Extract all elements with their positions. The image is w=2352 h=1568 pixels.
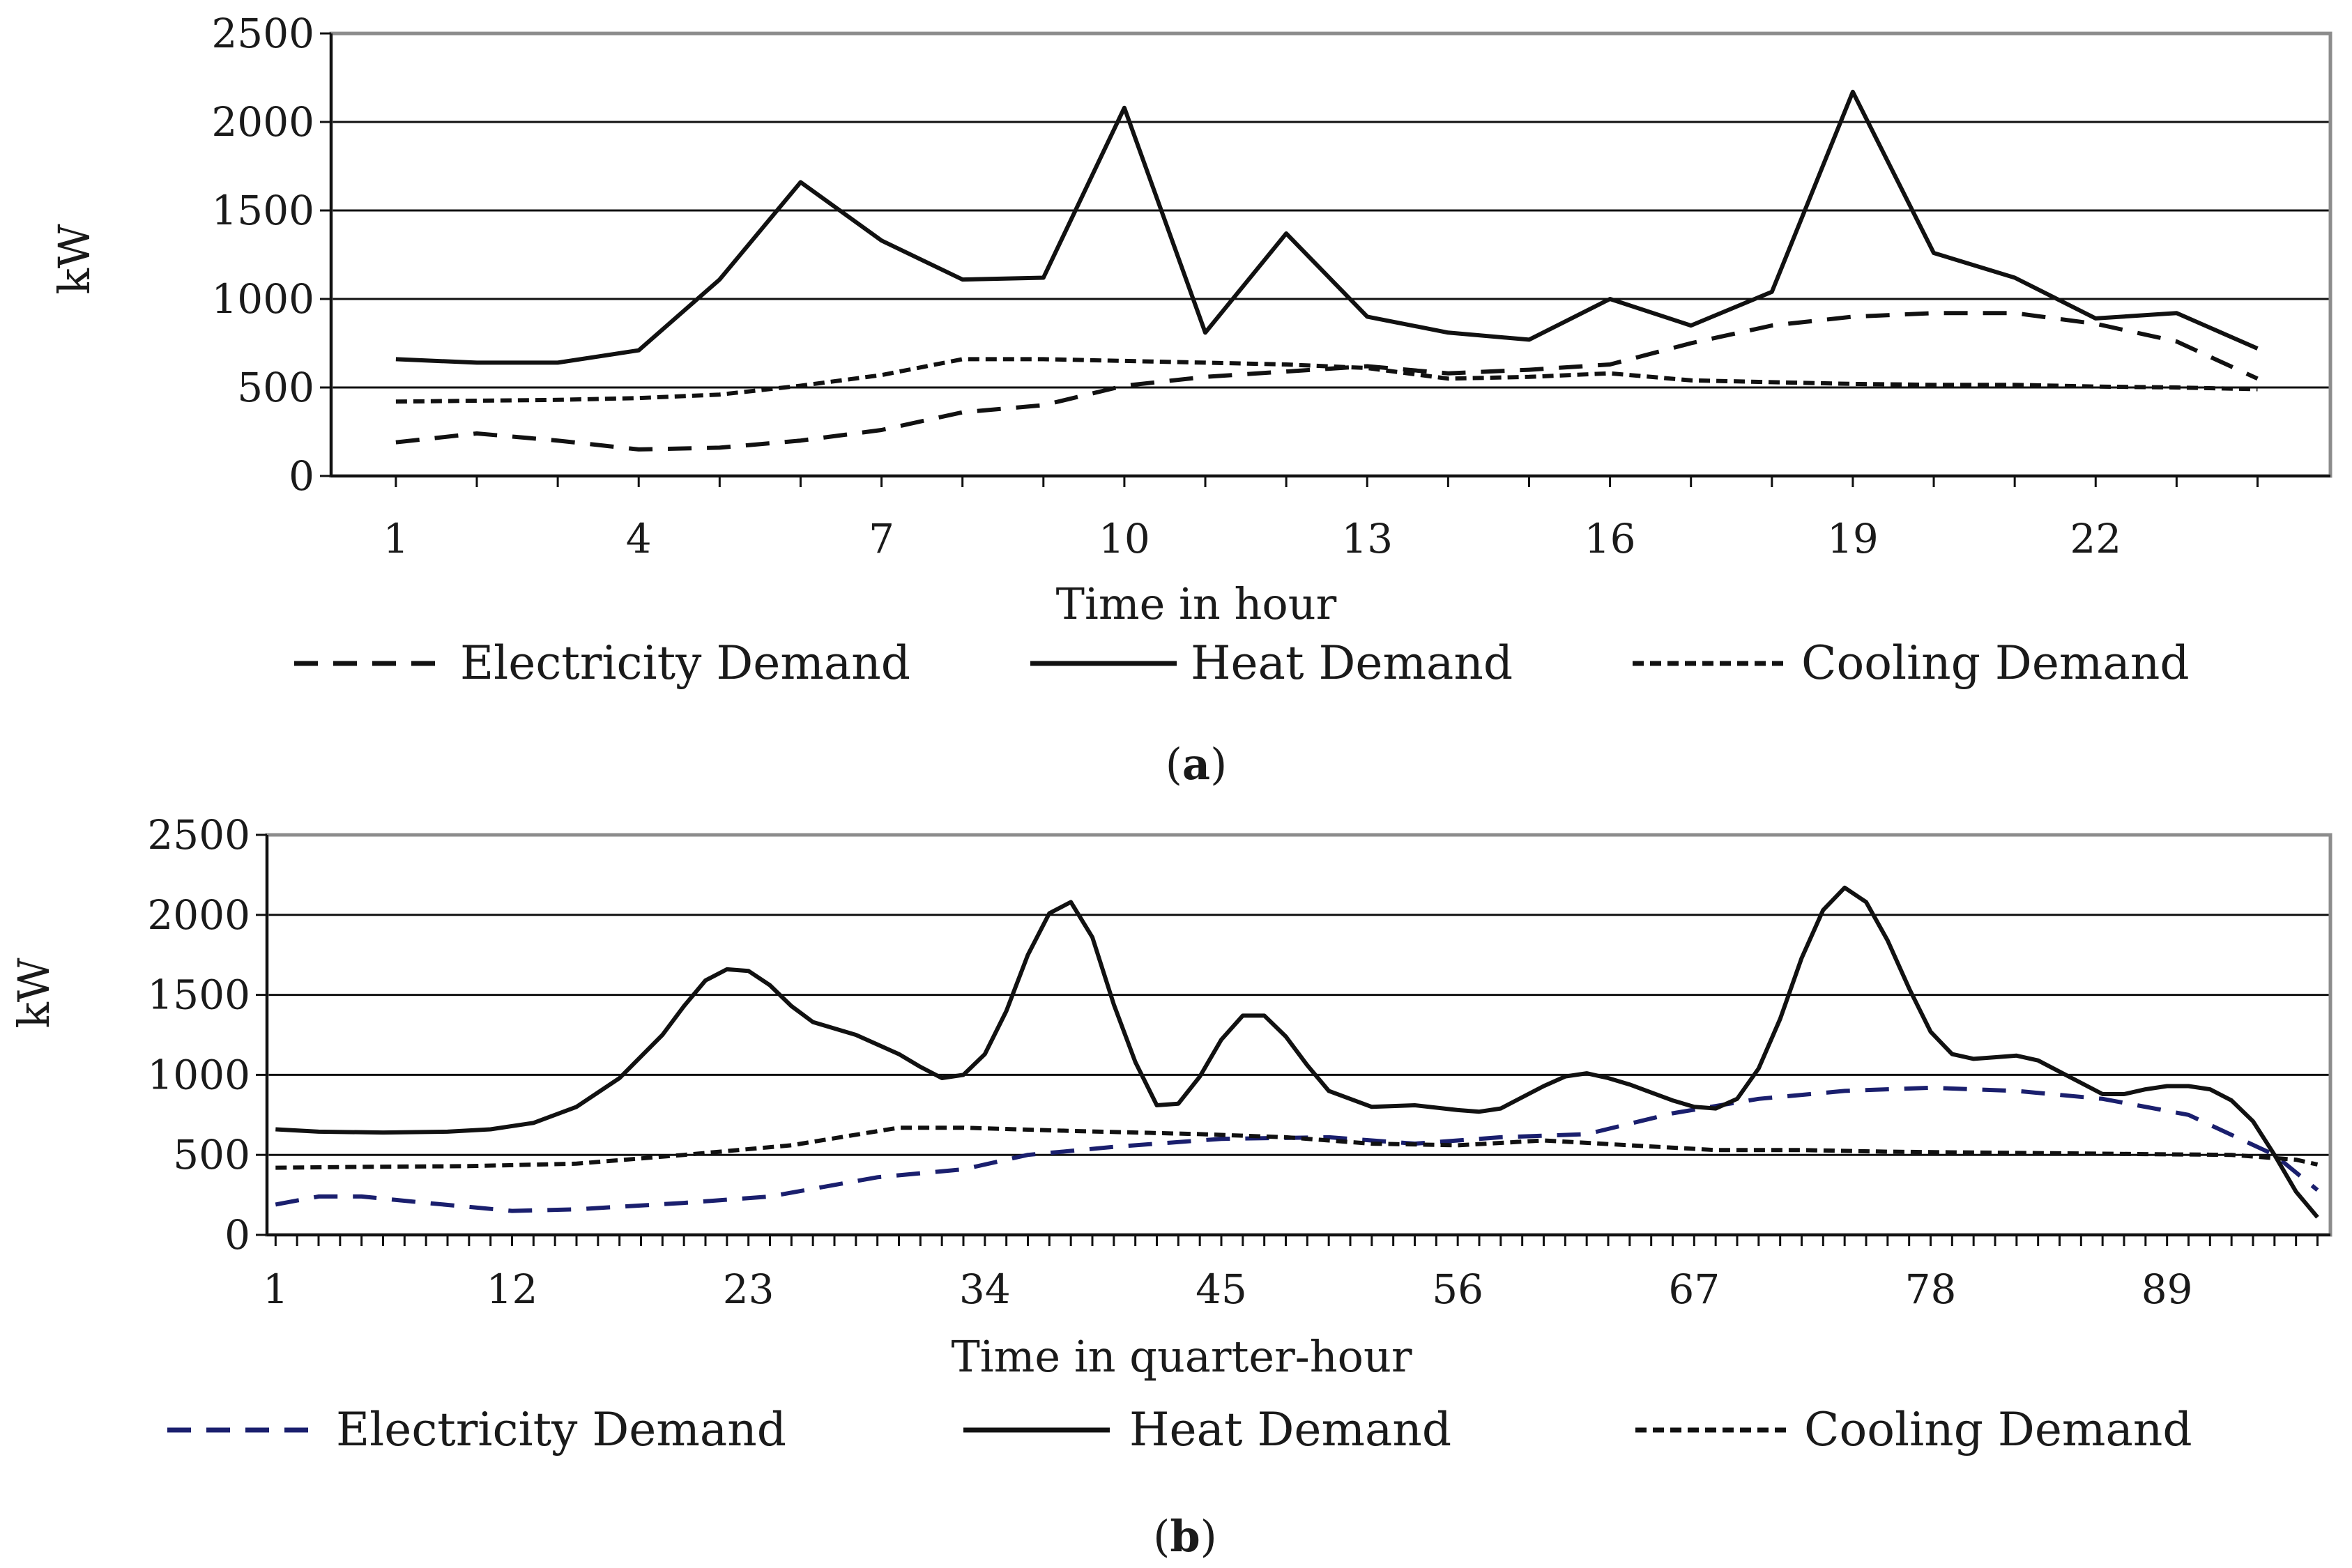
panel-b-legend-electricity-label: Electricity Demand xyxy=(336,1403,786,1456)
b-x-tick-label: 56 xyxy=(1432,1266,1483,1313)
panel-b-legend: Electricity Demand Heat Demand Cooling D… xyxy=(167,1403,2192,1456)
b-y-tick-label: 2500 xyxy=(147,811,250,859)
a-series-cooling-demand-line xyxy=(395,357,2258,404)
b-y-tick-label: 500 xyxy=(173,1131,250,1178)
panel-b-chart: 0 500 1000 1500 2000 2500 1 12 23 34 45 56 67 78 89 k… xyxy=(8,811,2332,1562)
b-series-heat-demand-line xyxy=(275,885,2319,1219)
panel-b-y-tick-labels: 0 500 1000 1500 2000 2500 xyxy=(147,811,250,1259)
panel-b-axes xyxy=(256,833,2330,1246)
a-x-tick-label: 4 xyxy=(626,515,652,562)
a-y-tick-label: 500 xyxy=(237,364,314,411)
a-y-tick-label: 1000 xyxy=(211,275,314,323)
panel-a-series xyxy=(395,89,2259,452)
panel-a-legend-electricity-label: Electricity Demand xyxy=(460,636,910,690)
panel-a-legend: Electricity Demand Heat Demand Cooling D… xyxy=(294,636,2190,690)
a-x-tick-label: 22 xyxy=(2070,515,2121,562)
a-x-tick-label: 19 xyxy=(1827,515,1879,562)
b-x-tick-label: 12 xyxy=(487,1266,538,1313)
panel-a-caption-letter: a xyxy=(1182,739,1210,790)
panel-b-caption: (b) xyxy=(1153,1511,1217,1562)
b-x-tick-label: 34 xyxy=(959,1266,1011,1313)
a-y-tick-label: 2500 xyxy=(211,10,314,57)
a-y-tick-label: 0 xyxy=(289,452,314,500)
panel-a-x-tick-labels: 1 4 7 10 13 16 19 22 xyxy=(383,515,2121,562)
a-x-tick-label: 1 xyxy=(383,515,408,562)
a-x-tick-label: 13 xyxy=(1341,515,1393,562)
panel-a-axes xyxy=(320,32,2330,487)
b-y-tick-label: 0 xyxy=(224,1211,250,1259)
panel-a-x-axis-title: Time in hour xyxy=(1056,578,1337,629)
panel-b-caption-letter: b xyxy=(1170,1511,1200,1562)
b-x-tick-label: 78 xyxy=(1905,1266,1957,1313)
panel-a-caption: (a) xyxy=(1166,739,1228,790)
b-x-tick-label: 45 xyxy=(1196,1266,1247,1313)
a-y-tick-label: 1500 xyxy=(211,187,314,234)
b-x-tick-label: 1 xyxy=(263,1266,289,1313)
panel-a-y-tick-labels: 0 500 1000 1500 2000 2500 xyxy=(211,10,314,500)
a-x-tick-label: 16 xyxy=(1584,515,1636,562)
panel-a-legend-heat-label: Heat Demand xyxy=(1191,636,1513,690)
panel-a-legend-cooling-label: Cooling Demand xyxy=(1801,636,2190,690)
panel-b-y-axis-title: kW xyxy=(8,958,59,1029)
b-y-tick-label: 1500 xyxy=(147,971,250,1019)
panel-b-x-axis-title: Time in quarter-hour xyxy=(951,1331,1412,1382)
a-series-electricity-demand-line xyxy=(395,311,2259,452)
panel-a-y-axis-title: kW xyxy=(49,224,100,295)
panel-b-legend-heat-label: Heat Demand xyxy=(1129,1403,1451,1456)
a-x-tick-label: 7 xyxy=(869,515,894,562)
b-x-tick-label: 23 xyxy=(723,1266,774,1313)
b-y-tick-label: 2000 xyxy=(147,891,250,939)
b-x-tick-label: 67 xyxy=(1668,1266,1720,1313)
b-y-tick-label: 1000 xyxy=(147,1051,250,1098)
panel-b-x-tick-labels: 1 12 23 34 45 56 67 78 89 xyxy=(263,1266,2193,1313)
panel-b-legend-cooling-label: Cooling Demand xyxy=(1804,1403,2192,1456)
b-x-tick-label: 89 xyxy=(2141,1266,2193,1313)
a-y-tick-label: 2000 xyxy=(211,98,314,146)
b-series-electricity-demand-line xyxy=(275,1085,2319,1213)
panel-a-chart: 0 500 1000 1500 2000 2500 1 4 7 10 13 16 19 22 kW Ti… xyxy=(49,10,2332,790)
a-series-heat-demand-line xyxy=(395,89,2259,365)
panel-b-gridlines xyxy=(267,914,2330,1156)
b-series-cooling-demand-line xyxy=(275,1125,2319,1170)
a-x-tick-label: 10 xyxy=(1099,515,1150,562)
panel-a-gridlines xyxy=(331,121,2330,389)
panel-b-series xyxy=(275,885,2319,1219)
